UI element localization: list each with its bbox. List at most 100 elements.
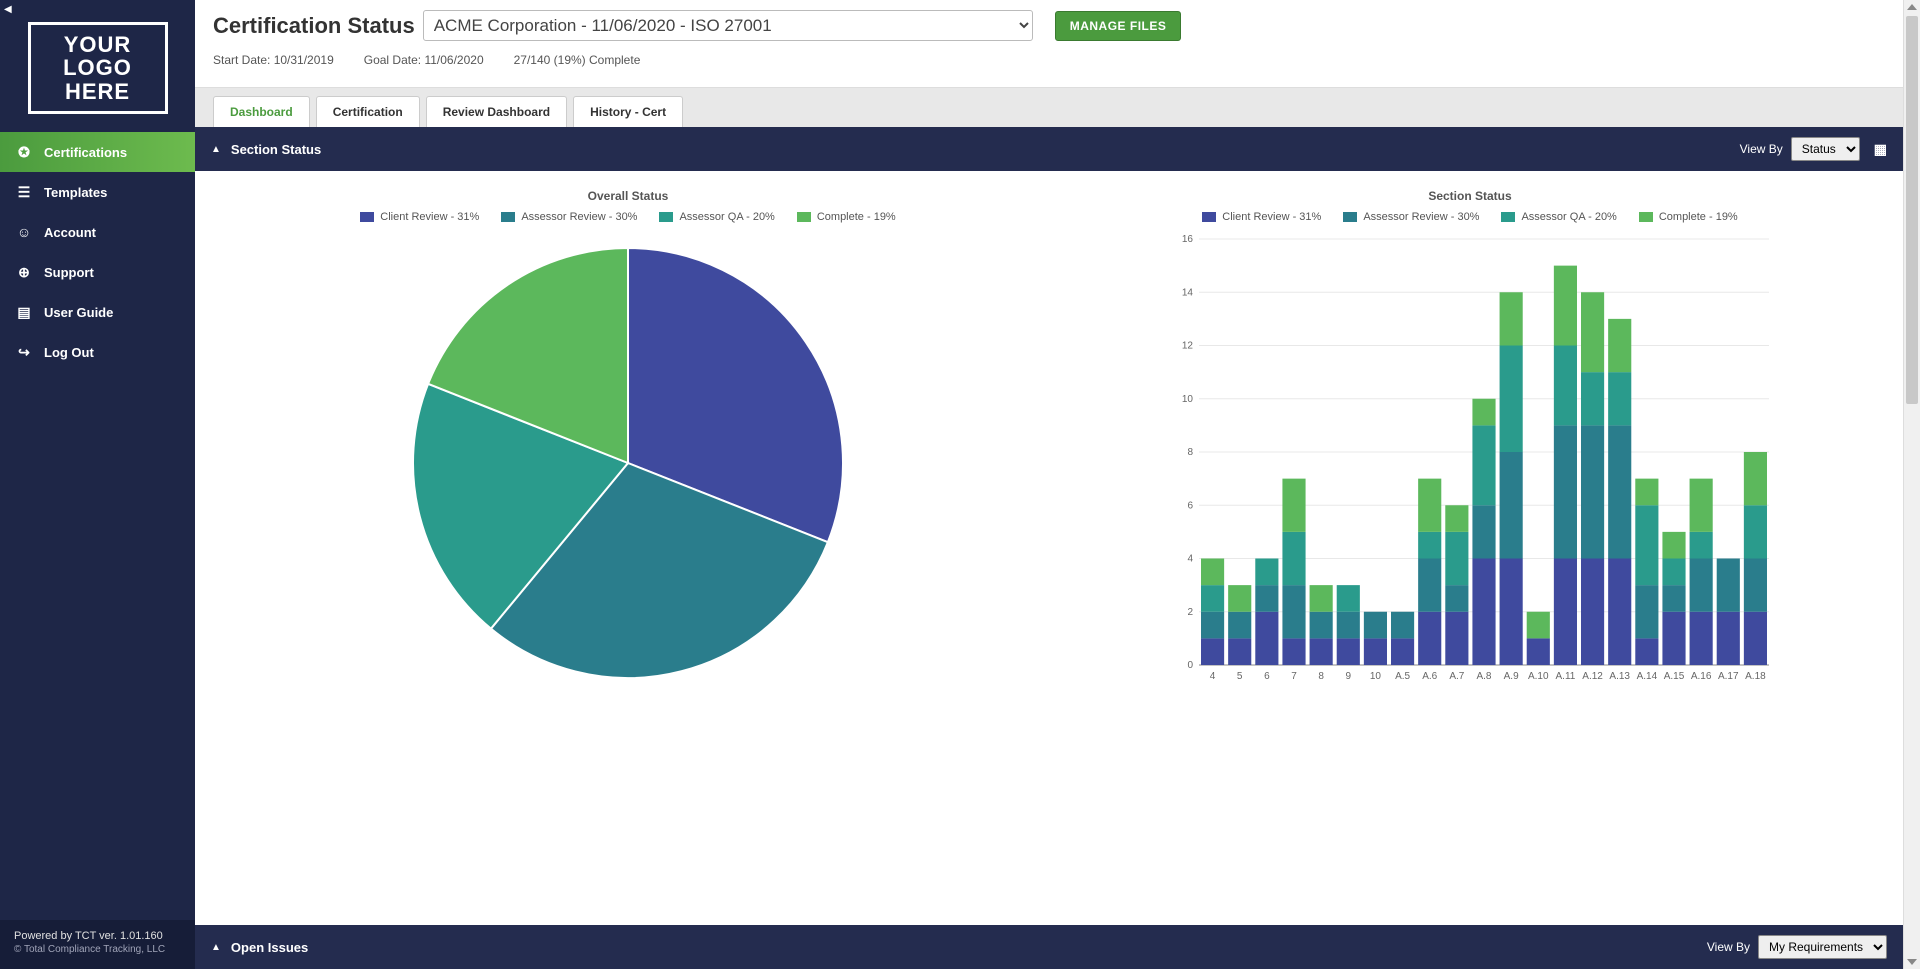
bar-segment (1554, 266, 1577, 346)
bar-segment (1445, 505, 1468, 532)
bar-segment (1391, 612, 1414, 639)
start-date-label: Start Date: 10/31/2019 (213, 53, 334, 67)
bar-chart: 024681012141645678910A.5A.6A.7A.8A.9A.10… (1165, 233, 1775, 693)
bar-segment (1472, 399, 1495, 426)
legend-label: Complete - 19% (817, 211, 896, 223)
bar-segment (1201, 559, 1224, 586)
bar-segment (1581, 559, 1604, 666)
svg-text:12: 12 (1182, 341, 1194, 352)
scrollbar[interactable] (1903, 0, 1920, 969)
powered-by: Powered by TCT ver. 1.01.160 (14, 930, 181, 942)
bar-segment (1201, 638, 1224, 665)
charts-area: Overall Status Client Review - 31%Assess… (195, 171, 1903, 925)
bar-segment (1255, 612, 1278, 665)
open-issues-view-by-select[interactable]: My Requirements (1758, 935, 1887, 959)
svg-text:4: 4 (1187, 554, 1193, 565)
svg-text:A.6: A.6 (1422, 671, 1437, 682)
svg-text:8: 8 (1318, 671, 1324, 682)
bar-segment (1364, 638, 1387, 665)
grid-toggle-icon[interactable]: ▦ (1874, 141, 1887, 158)
open-issues-title: Open Issues (231, 940, 308, 955)
bar-segment (1228, 638, 1251, 665)
bar-segment (1554, 346, 1577, 426)
sidebar: ◀ YOUR LOGO HERE ✪Certifications☰Templat… (0, 0, 195, 969)
bar-segment (1391, 638, 1414, 665)
svg-text:4: 4 (1210, 671, 1216, 682)
bar-segment (1418, 559, 1441, 612)
tabs-row: DashboardCertificationReview DashboardHi… (195, 87, 1903, 127)
bar-segment (1662, 612, 1685, 665)
sidebar-item-label: User Guide (44, 305, 113, 320)
svg-text:A.8: A.8 (1476, 671, 1491, 682)
bar-segment (1527, 612, 1550, 639)
svg-text:6: 6 (1264, 671, 1270, 682)
bar-segment (1635, 505, 1658, 585)
bar-segment (1662, 585, 1685, 612)
bar-segment (1635, 638, 1658, 665)
bar-segment (1744, 452, 1767, 505)
swatch-icon (1202, 212, 1216, 222)
bar-segment (1554, 425, 1577, 558)
pie-chart-column: Overall Status Client Review - 31%Assess… (221, 189, 1035, 917)
bar-segment (1500, 346, 1523, 453)
svg-text:A.14: A.14 (1637, 671, 1658, 682)
globe-icon: ⊕ (16, 264, 32, 280)
tab-dashboard[interactable]: Dashboard (213, 96, 310, 127)
svg-text:0: 0 (1187, 660, 1193, 671)
manage-files-button[interactable]: MANAGE FILES (1055, 11, 1182, 41)
sidebar-item-log-out[interactable]: ↪Log Out (0, 332, 195, 372)
complete-label: 27/140 (19%) Complete (514, 53, 641, 67)
bar-segment (1418, 612, 1441, 665)
tab-history---cert[interactable]: History - Cert (573, 96, 683, 127)
bar-segment (1608, 425, 1631, 558)
swatch-icon (501, 212, 515, 222)
bar-legend: Client Review - 31%Assessor Review - 30%… (1202, 211, 1737, 223)
bar-segment (1201, 585, 1224, 612)
bar-segment (1608, 372, 1631, 425)
open-issues-header[interactable]: ▲ Open Issues View By My Requirements (195, 925, 1903, 969)
sidebar-collapse-icon[interactable]: ◀ (4, 4, 12, 15)
bar-segment (1635, 479, 1658, 506)
logo-text: YOUR LOGO HERE (63, 33, 132, 102)
tab-certification[interactable]: Certification (316, 96, 420, 127)
swatch-icon (797, 212, 811, 222)
swatch-icon (1639, 212, 1653, 222)
bar-segment (1690, 532, 1713, 559)
sidebar-item-support[interactable]: ⊕Support (0, 252, 195, 292)
legend-label: Assessor Review - 30% (1363, 211, 1479, 223)
sidebar-item-label: Account (44, 225, 96, 240)
topbar: Certification Status ACME Corporation - … (195, 0, 1903, 83)
bar-segment (1635, 585, 1658, 638)
sidebar-item-templates[interactable]: ☰Templates (0, 172, 195, 212)
sidebar-item-certifications[interactable]: ✪Certifications (0, 132, 195, 172)
copyright: © Total Compliance Tracking, LLC (14, 944, 181, 955)
sidebar-item-label: Templates (44, 185, 107, 200)
bar-segment (1337, 638, 1360, 665)
certification-select[interactable]: ACME Corporation - 11/06/2020 - ISO 2700… (423, 10, 1033, 41)
bar-segment (1662, 559, 1685, 586)
svg-text:14: 14 (1182, 287, 1194, 298)
goal-date-label: Goal Date: 11/06/2020 (364, 53, 484, 67)
sidebar-item-user-guide[interactable]: ▤User Guide (0, 292, 195, 332)
swatch-icon (360, 212, 374, 222)
section-status-header[interactable]: ▲ Section Status View By Status ▦ (195, 127, 1903, 171)
bar-segment (1690, 559, 1713, 612)
tab-review-dashboard[interactable]: Review Dashboard (426, 96, 567, 127)
svg-text:A.11: A.11 (1556, 671, 1576, 682)
svg-text:A.10: A.10 (1528, 671, 1549, 682)
legend-item-assessor-review: Assessor Review - 30% (501, 211, 637, 223)
logo: YOUR LOGO HERE (28, 22, 168, 114)
svg-text:A.17: A.17 (1718, 671, 1739, 682)
cert-icon: ✪ (16, 144, 32, 160)
svg-text:10: 10 (1370, 671, 1382, 682)
user-icon: ☺ (16, 224, 32, 240)
bar-segment (1608, 559, 1631, 666)
bar-segment (1527, 638, 1550, 665)
sidebar-item-account[interactable]: ☺ Account (0, 212, 195, 252)
view-by-select[interactable]: Status (1791, 137, 1860, 161)
bar-segment (1581, 425, 1604, 558)
svg-text:9: 9 (1346, 671, 1352, 682)
bar-segment (1581, 292, 1604, 372)
bar-segment (1282, 479, 1305, 532)
svg-text:16: 16 (1182, 234, 1194, 245)
